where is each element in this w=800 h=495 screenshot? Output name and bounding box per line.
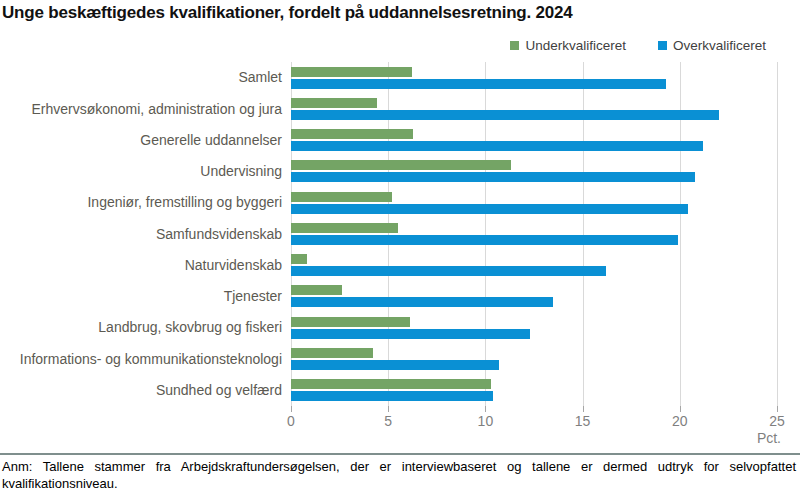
bar-pair — [291, 254, 777, 276]
bar-overkvalificeret — [291, 141, 703, 151]
category-label: Samlet — [0, 70, 291, 85]
category-row: Informations- og kommunikationsteknologi — [0, 343, 777, 374]
bar-pair — [291, 223, 777, 245]
bar-underkvalificeret — [291, 379, 491, 389]
category-label: Informations- og kommunikationsteknologi — [0, 352, 291, 367]
bar-overkvalificeret — [291, 329, 530, 339]
legend: Underkvalificeret Overkvalificeret — [0, 38, 766, 53]
category-label: Landbrug, skovbrug og fiskeri — [0, 320, 291, 335]
axis-unit-label: Pct. — [757, 430, 781, 446]
axis-tick — [291, 406, 292, 412]
category-label: Undervisning — [0, 164, 291, 179]
bar-underkvalificeret — [291, 254, 307, 264]
category-label: Naturvidenskab — [0, 258, 291, 273]
legend-item-overkvalificeret: Overkvalificeret — [658, 38, 766, 53]
axis-tick — [583, 406, 584, 412]
bar-underkvalificeret — [291, 192, 392, 202]
category-row: Erhvervsøkonomi, administration og jura — [0, 93, 777, 124]
bar-overkvalificeret — [291, 79, 666, 89]
legend-label: Underkvalificeret — [525, 38, 626, 53]
bar-overkvalificeret — [291, 297, 553, 307]
bar-overkvalificeret — [291, 391, 493, 401]
bar-underkvalificeret — [291, 317, 410, 327]
category-row: Generelle uddannelser — [0, 125, 777, 156]
axis-tick — [388, 406, 389, 412]
legend-label: Overkvalificeret — [673, 38, 766, 53]
axis-tick-label: 25 — [769, 413, 785, 429]
bar-pair — [291, 160, 777, 182]
gridline — [777, 62, 778, 406]
bar-overkvalificeret — [291, 172, 695, 182]
category-row: Undervisning — [0, 156, 777, 187]
chart-rows: Samlet Erhvervsøkonomi, administration og… — [0, 62, 777, 406]
legend-item-underkvalificeret: Underkvalificeret — [510, 38, 626, 53]
bar-pair — [291, 98, 777, 120]
bar-underkvalificeret — [291, 285, 342, 295]
bar-overkvalificeret — [291, 266, 606, 276]
bar-underkvalificeret — [291, 160, 511, 170]
bar-overkvalificeret — [291, 360, 499, 370]
category-label: Tjenester — [0, 289, 291, 304]
x-axis: Pct. 0510152025 — [291, 406, 777, 448]
bar-overkvalificeret — [291, 110, 719, 120]
axis-tick-label: 10 — [478, 413, 494, 429]
footnote: Anm: Tallene stammer fra Arbejdskraftund… — [2, 459, 796, 492]
category-label: Sundhed og velfærd — [0, 383, 291, 398]
bar-underkvalificeret — [291, 348, 373, 358]
divider-line — [0, 453, 800, 455]
bar-pair — [291, 285, 777, 307]
bar-pair — [291, 317, 777, 339]
axis-tick-label: 5 — [384, 413, 392, 429]
bar-pair — [291, 67, 777, 89]
bar-underkvalificeret — [291, 223, 398, 233]
bar-chart: Samlet Erhvervsøkonomi, administration og… — [0, 62, 777, 406]
bar-pair — [291, 192, 777, 214]
category-label: Erhvervsøkonomi, administration og jura — [0, 102, 291, 117]
axis-tick — [680, 406, 681, 412]
axis-tick-label: 0 — [287, 413, 295, 429]
chart-page: Unge beskæftigedes kvalifikationer, ford… — [0, 0, 800, 495]
bar-pair — [291, 129, 777, 151]
bar-underkvalificeret — [291, 67, 412, 77]
bar-overkvalificeret — [291, 235, 678, 245]
category-row: Naturvidenskab — [0, 250, 777, 281]
category-label: Ingeniør, fremstilling og byggeri — [0, 195, 291, 210]
category-label: Samfundsvidenskab — [0, 227, 291, 242]
legend-swatch-icon — [658, 41, 667, 50]
category-row: Landbrug, skovbrug og fiskeri — [0, 312, 777, 343]
bar-underkvalificeret — [291, 129, 413, 139]
bar-overkvalificeret — [291, 204, 688, 214]
category-row: Samfundsvidenskab — [0, 218, 777, 249]
axis-tick-label: 20 — [672, 413, 688, 429]
category-row: Tjenester — [0, 281, 777, 312]
axis-tick-label: 15 — [575, 413, 591, 429]
axis-tick — [485, 406, 486, 412]
chart-title: Unge beskæftigedes kvalifikationer, ford… — [2, 3, 573, 23]
axis-tick — [777, 406, 778, 412]
category-label: Generelle uddannelser — [0, 133, 291, 148]
bar-pair — [291, 379, 777, 401]
category-row: Ingeniør, fremstilling og byggeri — [0, 187, 777, 218]
bar-pair — [291, 348, 777, 370]
category-row: Samlet — [0, 62, 777, 93]
legend-swatch-icon — [510, 41, 519, 50]
bar-underkvalificeret — [291, 98, 377, 108]
category-row: Sundhed og velfærd — [0, 375, 777, 406]
